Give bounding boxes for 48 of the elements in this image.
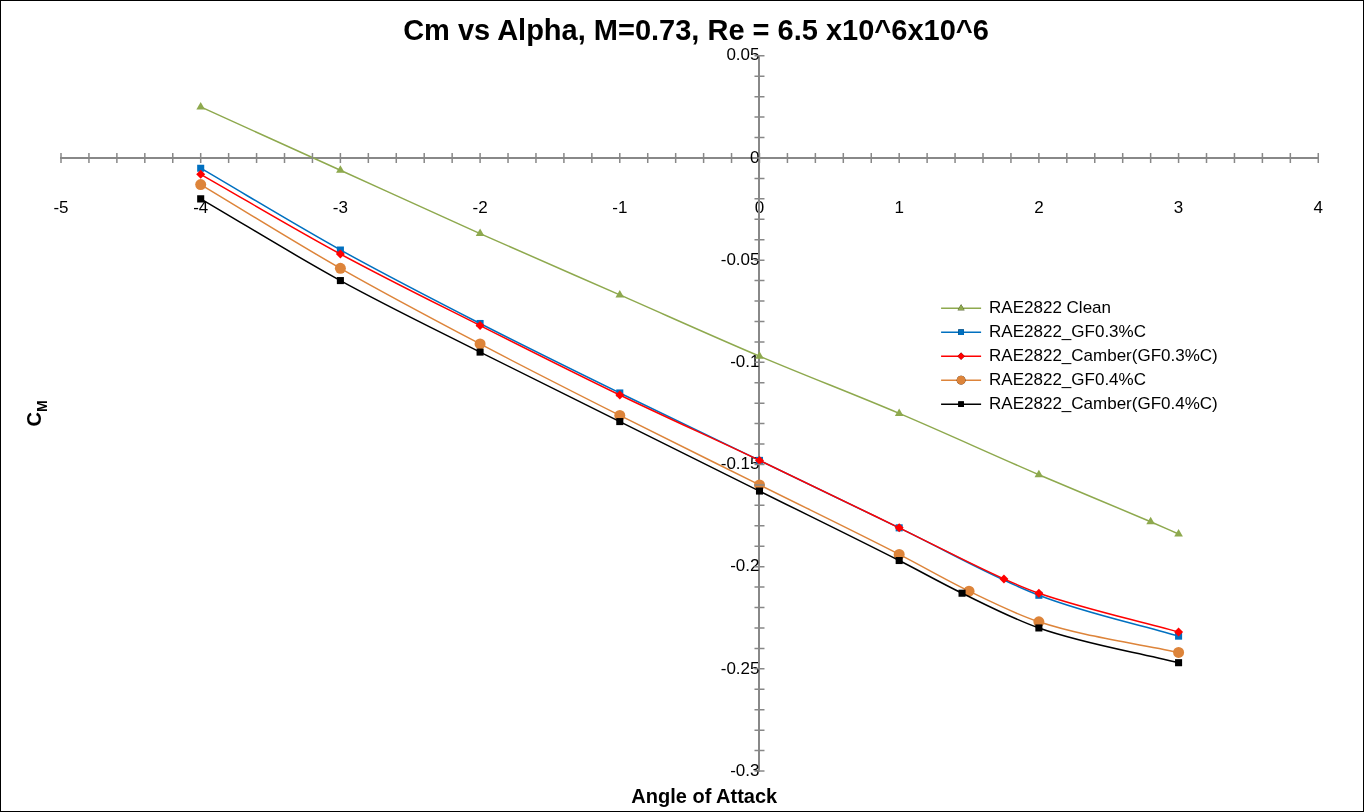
x-tick-label: -4 [193,197,209,217]
legend-label: RAE2822_Camber(GF0.4%C) [989,393,1218,413]
point [894,408,904,416]
point [197,164,205,172]
x-tick-label: -5 [53,197,69,217]
x-tick-label: -1 [612,197,628,217]
point [958,589,966,597]
legend-label: RAE2822_Camber(GF0.3%C) [989,345,1218,365]
x-tick-label: 3 [1173,197,1184,217]
chart-title: Cm vs Alpha, M=0.73, Re = 6.5 x10^6x10^6 [403,14,989,47]
point [999,574,1009,584]
point [336,165,345,173]
point [195,179,207,191]
point [1175,659,1183,667]
point [895,556,903,565]
point [615,289,625,298]
y-tick-label: -0.3 [730,760,760,780]
legend-label: RAE2822_GF0.4%C [989,369,1146,389]
point [196,169,206,179]
y-tick-label: -0.25 [720,658,760,678]
x-tick-label: 4 [1313,197,1324,217]
y-tick-label: -0.05 [720,249,760,269]
point [1034,469,1044,478]
point [1035,624,1043,632]
point [476,348,484,356]
x-tick-label: 2 [1034,197,1044,217]
legend-label: RAE2822 Clean [989,297,1112,317]
point [196,101,206,110]
x-tick-label: 1 [894,197,904,217]
point [1146,516,1155,525]
y-tick-label: -0.1 [730,352,760,371]
point [755,487,764,495]
point [1174,627,1184,637]
point [616,418,624,426]
point [336,277,344,285]
point [474,338,486,350]
point [335,249,345,259]
x-tick-label: -2 [472,197,488,217]
legend-label: RAE2822_GF0.3%C [989,321,1146,341]
x-tick-label: -3 [332,197,348,217]
x-axis-title: Angle of Attack [631,785,779,807]
y-tick-label: 0.05 [726,45,760,65]
y-tick-label: -0.2 [730,556,760,576]
y-axis-title: CM [23,400,50,427]
point [334,262,346,274]
point [1173,646,1185,658]
y-tick-label: 0 [750,147,760,167]
point [475,228,485,237]
